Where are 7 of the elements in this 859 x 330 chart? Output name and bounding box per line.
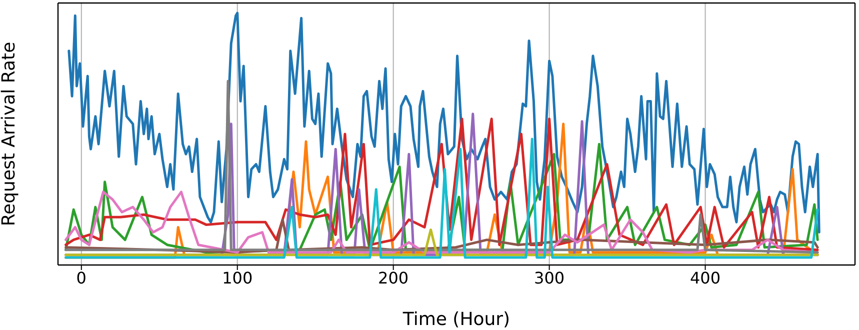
x-tick-label: 400 (690, 268, 721, 288)
y-axis-title: Request Arrival Rate (0, 42, 20, 226)
x-tick-label: 0 (76, 268, 86, 288)
x-tick-label: 200 (378, 268, 409, 288)
x-tick-label: 300 (534, 268, 565, 288)
x-axis-title: Time (Hour) (402, 309, 510, 330)
x-tick-label: 100 (222, 268, 253, 288)
